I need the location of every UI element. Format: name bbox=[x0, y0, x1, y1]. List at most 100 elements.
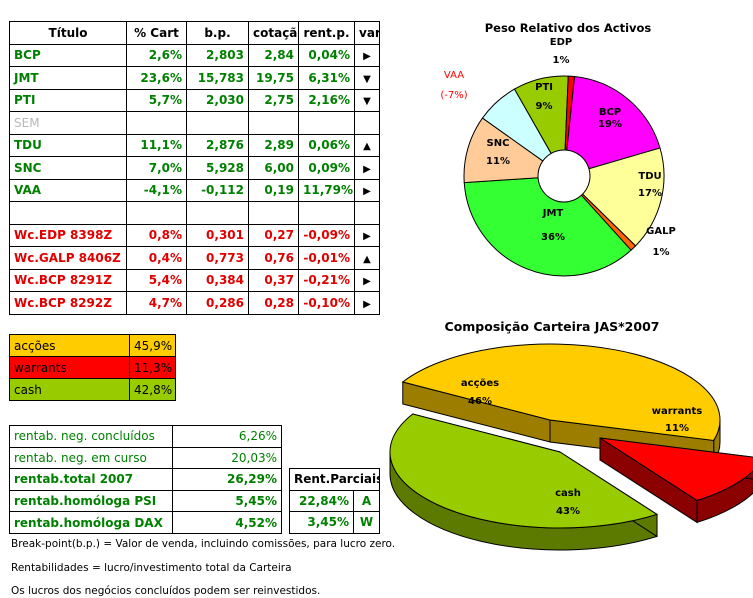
holding-weight: 0,4% bbox=[126, 246, 187, 270]
holding-price: 0,76 bbox=[248, 246, 299, 270]
holding-row: VAA -4,1% -0,112 0,19 11,79% ▶ bbox=[9, 178, 380, 202]
partial-return-letter: A bbox=[352, 489, 381, 513]
performance-row: rentab. neg. em curso 20,03% bbox=[9, 446, 282, 470]
note-returns: Rentabilidades = lucro/investimento tota… bbox=[11, 562, 292, 574]
holding-return: 11,79% bbox=[298, 178, 355, 202]
holding-break-point bbox=[186, 201, 249, 225]
holding-variation: ▶ bbox=[354, 178, 380, 202]
right-arrow-icon: ▶ bbox=[363, 298, 371, 310]
holding-return: 0,09% bbox=[298, 156, 355, 180]
holding-variation: ▶ bbox=[354, 268, 380, 292]
allocation-value: 42,8% bbox=[129, 378, 176, 401]
allocation-label: acções bbox=[9, 334, 130, 357]
right-arrow-icon: ▶ bbox=[363, 276, 371, 288]
performance-label: rentab.homóloga PSI bbox=[9, 489, 173, 513]
performance-value: 5,45% bbox=[172, 489, 282, 513]
up-arrow-icon: ▲ bbox=[363, 141, 371, 153]
performance-value: 26,29% bbox=[172, 468, 282, 491]
donut-value-vaa: (-7%) bbox=[440, 90, 467, 101]
holding-row: Wc.BCP 8291Z 5,4% 0,384 0,37 -0,21% ▶ bbox=[9, 268, 380, 292]
holdings-table: Título% Cartb.p.cotaçãorent.p.var.BCP2,6… bbox=[9, 21, 380, 315]
donut-value-galp: 1% bbox=[653, 247, 670, 258]
holding-name: SNC bbox=[9, 156, 127, 180]
holding-break-point: 0,286 bbox=[186, 291, 249, 315]
pie-label-cash: cash bbox=[555, 488, 581, 499]
holding-variation: ▼ bbox=[354, 88, 380, 112]
holding-name: VAA bbox=[9, 178, 127, 202]
pie-title: Composição Carteira JAS*2007 bbox=[445, 319, 660, 334]
holding-price: 0,37 bbox=[248, 268, 299, 292]
holding-price: 0,27 bbox=[248, 223, 299, 247]
pie-label-warrants: warrants bbox=[652, 406, 702, 417]
holding-break-point bbox=[186, 111, 249, 135]
holding-variation bbox=[354, 201, 380, 225]
holding-break-point: -0,112 bbox=[186, 178, 249, 202]
donut-label-vaa: VAA bbox=[444, 70, 464, 81]
column-header: b.p. bbox=[186, 21, 249, 45]
pie-label-acções: acções bbox=[461, 378, 499, 389]
donut-value-bcp: 19% bbox=[598, 119, 622, 130]
holding-weight: 5,7% bbox=[126, 88, 187, 112]
pie-slice-warrants bbox=[599, 437, 753, 501]
holding-price: 6,00 bbox=[248, 156, 299, 180]
up-arrow-icon: ▲ bbox=[363, 253, 371, 265]
holding-variation: ▶ bbox=[354, 291, 380, 315]
partial-return-value: 3,45% bbox=[289, 511, 354, 534]
performance-row: rentab.homóloga DAX 4,52% bbox=[9, 511, 282, 534]
allocation-row: acções 45,9% bbox=[9, 334, 176, 357]
holding-row: SEM bbox=[9, 111, 380, 135]
holding-break-point: 2,803 bbox=[186, 43, 249, 67]
holding-return: 0,06% bbox=[298, 133, 355, 157]
pie-slice-cash bbox=[389, 413, 659, 529]
column-header: rent.p. bbox=[298, 21, 355, 45]
holding-weight: 2,6% bbox=[126, 43, 187, 67]
holding-price: 2,75 bbox=[248, 88, 299, 112]
donut-label-bcp: BCP bbox=[599, 107, 621, 118]
allocation-label: warrants bbox=[9, 356, 130, 379]
portfolio-pie-chart: Composição Carteira JAS*2007 acções 46% war… bbox=[389, 319, 753, 551]
allocation-value: 45,9% bbox=[129, 334, 176, 357]
performance-value: 6,26% bbox=[172, 425, 282, 448]
holding-row bbox=[9, 201, 380, 225]
holding-return: -0,21% bbox=[298, 268, 355, 292]
holding-weight: 7,0% bbox=[126, 156, 187, 180]
partial-return-letter: W bbox=[352, 511, 381, 534]
donut-slice-jmt bbox=[463, 177, 632, 277]
partial-return-value: 22,84% bbox=[289, 489, 354, 513]
holding-weight: 5,4% bbox=[126, 268, 187, 292]
holding-row: PTI 5,7% 2,030 2,75 2,16% ▼ bbox=[9, 88, 380, 112]
holding-variation: ▶ bbox=[354, 156, 380, 180]
holding-variation bbox=[354, 111, 380, 135]
holding-return: 2,16% bbox=[298, 88, 355, 112]
column-header: var. bbox=[354, 21, 380, 45]
donut-slice-bcp bbox=[566, 75, 661, 170]
performance-label: rentab. neg. em curso bbox=[9, 446, 173, 470]
donut-title: Peso Relativo dos Activos bbox=[485, 21, 652, 35]
donut-label-edp: EDP bbox=[550, 37, 572, 48]
right-arrow-icon: ▶ bbox=[363, 163, 371, 175]
pie-value-warrants: 11% bbox=[665, 423, 689, 434]
donut-value-jmt: 36% bbox=[541, 232, 565, 243]
pie-slice-acções bbox=[401, 343, 721, 441]
holding-variation: ▲ bbox=[354, 246, 380, 270]
holding-name: PTI bbox=[9, 88, 127, 112]
performance-label: rentab.homóloga DAX bbox=[9, 511, 173, 534]
holding-break-point: 15,783 bbox=[186, 66, 249, 90]
donut-value-pti: 9% bbox=[536, 101, 553, 112]
holding-weight bbox=[126, 111, 187, 135]
note-break-point: Break-point(b.p.) = Valor de venda, incl… bbox=[11, 538, 396, 550]
holding-return bbox=[298, 111, 355, 135]
down-arrow-icon: ▼ bbox=[363, 73, 371, 85]
holding-price bbox=[248, 201, 299, 225]
holding-weight: 0,8% bbox=[126, 223, 187, 247]
holding-row: TDU 11,1% 2,876 2,89 0,06% ▲ bbox=[9, 133, 380, 157]
donut-value-edp: 1% bbox=[553, 55, 570, 66]
holding-weight: -4,1% bbox=[126, 178, 187, 202]
holding-name: BCP bbox=[9, 43, 127, 67]
holding-name: Wc.BCP 8292Z bbox=[9, 291, 127, 315]
holding-return: 6,31% bbox=[298, 66, 355, 90]
performance-row: rentab. neg. concluídos 6,26% bbox=[9, 425, 282, 448]
donut-label-jmt: JMT bbox=[542, 208, 564, 219]
holding-name: Wc.GALP 8406Z bbox=[9, 246, 127, 270]
holding-break-point: 0,384 bbox=[186, 268, 249, 292]
